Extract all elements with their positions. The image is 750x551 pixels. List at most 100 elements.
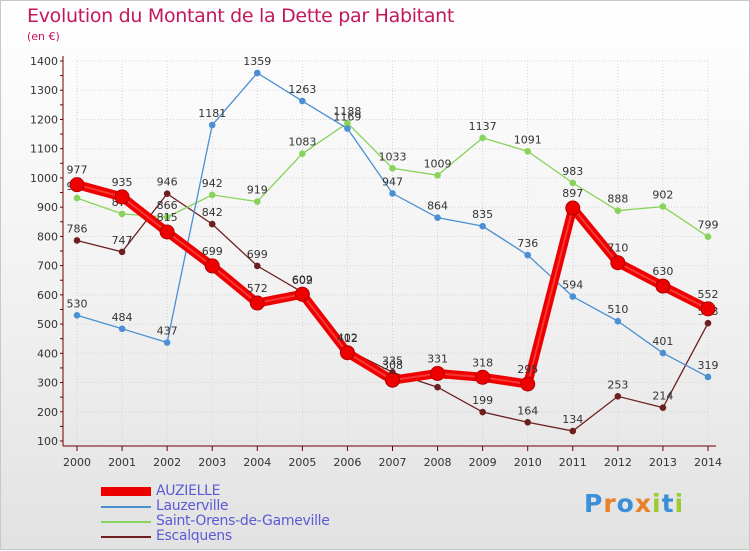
data-point [524,251,532,259]
data-point [524,148,532,155]
data-point [204,258,220,274]
x-tick-label: 2014 [694,456,722,469]
data-label: 1359 [243,55,271,68]
data-label: 510 [607,303,628,316]
data-label: 594 [562,279,583,292]
data-label: 935 [112,176,133,189]
logo-letter: t [661,489,675,518]
data-point [163,213,171,221]
data-point [479,222,486,230]
x-tick-label: 2009 [469,456,497,469]
y-tick-label: 200 [37,406,58,419]
x-tick-label: 2004 [243,456,271,469]
data-label: 736 [517,237,538,250]
data-label: 199 [472,394,493,407]
x-tick-label: 2000 [63,456,91,469]
y-tick-label: 900 [37,201,58,214]
data-label: 1263 [288,83,316,96]
data-label: 983 [562,165,583,178]
data-point [614,317,622,325]
data-label: 572 [247,282,268,295]
data-label: 1091 [514,133,542,146]
data-point [299,97,306,105]
data-label: 864 [427,200,448,213]
legend-label: Saint-Orens-de-Gameville [156,513,330,529]
data-label: 630 [652,265,673,278]
x-tick-label: 2002 [153,456,181,469]
data-label: 699 [247,248,268,261]
data-label: 866 [157,199,178,212]
data-point [339,345,355,361]
y-tick-label: 700 [37,260,58,273]
data-point [614,207,622,214]
data-point [163,190,171,198]
data-label: 1083 [288,136,316,149]
data-point [479,408,486,416]
data-point [389,190,396,197]
data-point [118,325,126,333]
data-label: 402 [337,332,358,345]
data-point [73,237,81,244]
data-label: 842 [202,206,223,219]
data-point [118,248,126,256]
data-point [520,376,536,392]
data-point [565,200,581,216]
legend-swatch [101,506,151,508]
logo-letter: i [652,489,662,518]
logo-letter: i [674,489,685,518]
data-point [434,171,441,179]
data-point [569,293,577,300]
legend-label: Lauzerville [156,498,229,514]
data-point [294,286,310,302]
data-point [475,369,491,385]
data-label: 919 [247,184,268,197]
data-point [610,255,626,271]
legend-label: AUZIELLE [156,483,221,499]
data-point [385,372,400,388]
data-point [430,365,446,381]
data-point [434,214,441,221]
data-point [114,189,130,205]
data-point [208,191,216,199]
data-point [73,194,81,202]
data-label: 318 [472,356,493,369]
data-point [344,119,351,127]
data-label: 835 [472,208,493,221]
data-point [569,427,577,435]
data-point [344,125,351,132]
data-label: 977 [67,164,88,177]
data-label: 552 [698,288,719,301]
data-point [389,164,396,172]
data-label: 747 [112,234,133,247]
data-label: 401 [652,335,673,348]
legend-label: Escalquens [156,528,232,544]
data-point [655,278,671,294]
data-point [569,179,577,187]
logo-letter: P [584,489,604,518]
data-point [249,295,265,311]
data-label: 253 [607,378,628,391]
data-label: 1181 [198,107,226,120]
data-label: 530 [67,297,88,310]
x-tick-label: 2012 [604,456,632,469]
data-label: 815 [157,211,178,224]
unit-label: (en €) [27,30,60,43]
data-point [159,224,175,240]
data-point [208,220,216,228]
proxiti-logo: Proxiti [584,489,684,518]
legend-swatch [101,536,151,538]
y-tick-label: 600 [37,289,58,302]
x-tick-label: 2013 [649,456,677,469]
data-label: 786 [67,222,88,235]
data-point [704,319,712,327]
y-tick-label: 1300 [30,84,58,97]
data-label: 308 [382,359,403,372]
data-point [299,150,306,157]
data-label: 335 [382,354,403,367]
y-tick-label: 1200 [30,113,58,126]
data-point [614,392,622,400]
data-point [118,210,126,218]
x-tick-label: 2007 [379,456,407,469]
data-label: 710 [607,242,628,255]
